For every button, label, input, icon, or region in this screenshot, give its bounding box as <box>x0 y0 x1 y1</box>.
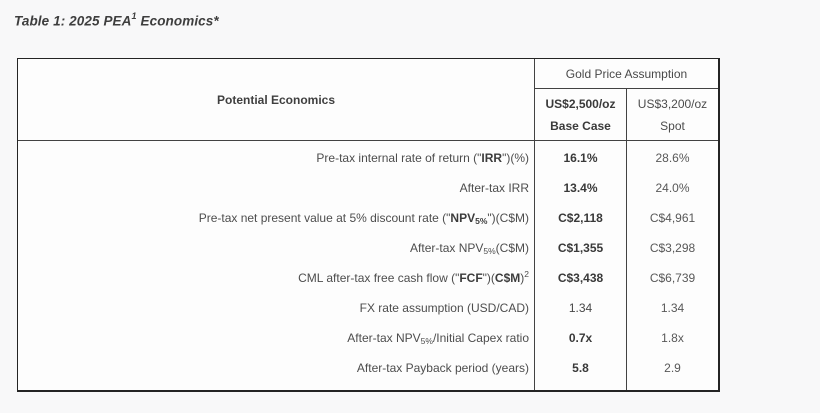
spot-value: 2.9 <box>664 361 681 375</box>
table-caption: Table 1: 2025 PEA1 Economics* <box>14 11 219 29</box>
spot-name-label: Spot <box>660 118 685 133</box>
table-caption-suffix: Economics* <box>136 13 219 29</box>
base-case-value: 1.34 <box>568 301 593 315</box>
base-case-value: C$3,438 <box>557 271 604 285</box>
base-case-price-label: US$2,500/oz <box>545 96 616 111</box>
corner-header-cell: Potential Economics <box>18 59 535 141</box>
base-case-value: C$2,118 <box>558 211 603 225</box>
row-label: After-tax IRR <box>459 181 529 195</box>
spot-value: 1.34 <box>660 301 685 315</box>
base-case-column-header: US$2,500/oz Base Case <box>535 89 627 141</box>
base-case-value: 13.4% <box>563 181 598 195</box>
row-labels-column: Pre-tax internal rate of return (" IRR ")(… <box>18 141 535 390</box>
row-label: Pre-tax internal rate of return (" IRR ")(… <box>316 151 529 165</box>
base-case-value: 16.1% <box>563 151 598 165</box>
row-label: After-tax NPV 5%/Initial Capex ratio <box>347 331 529 346</box>
spot-value: 28.6% <box>655 151 690 165</box>
group-header-cell: Gold Price Assumption <box>535 59 718 89</box>
base-case-name-label: Base Case <box>550 118 611 133</box>
row-label: After-tax NPV 5% (C$M) <box>410 241 529 256</box>
spot-values-column: 28.6% 24.0% C$4,961 C$3,298 C$6,739 1.34 1.8x 2… <box>627 141 718 390</box>
spot-column-header: US$3,200/oz Spot <box>627 89 718 141</box>
corner-header-label: Potential Economics <box>216 92 336 107</box>
group-header-label: Gold Price Assumption <box>565 66 688 81</box>
base-case-value: 5.8 <box>572 361 589 375</box>
row-label: After-tax Payback period (years) <box>356 361 529 375</box>
spot-value: C$6,739 <box>649 271 696 285</box>
row-label: CML after-tax free cash flow (" FCF ")(C$M… <box>298 269 529 285</box>
row-label: FX rate assumption (USD/CAD) <box>359 301 529 315</box>
spot-price-label: US$3,200/oz <box>637 96 708 111</box>
spot-value: 24.0% <box>655 181 690 195</box>
base-case-value: C$1,355 <box>557 241 604 255</box>
spot-value: 1.8x <box>661 331 684 345</box>
economics-table: Potential Economics Gold Price Assumptio… <box>17 58 720 392</box>
base-case-values-column: 16.1% 13.4% C$2,118 C$1,355 C$3,438 1.34 0.7x 5… <box>535 141 627 390</box>
table-caption-prefix: Table 1: 2025 PEA <box>14 13 132 29</box>
spot-value: C$3,298 <box>649 241 696 255</box>
row-label: Pre-tax net present value at 5% discount… <box>198 211 529 226</box>
base-case-value: 0.7x <box>568 331 593 345</box>
spot-value: C$4,961 <box>649 211 696 225</box>
footnote-marker: 1 <box>131 11 137 21</box>
